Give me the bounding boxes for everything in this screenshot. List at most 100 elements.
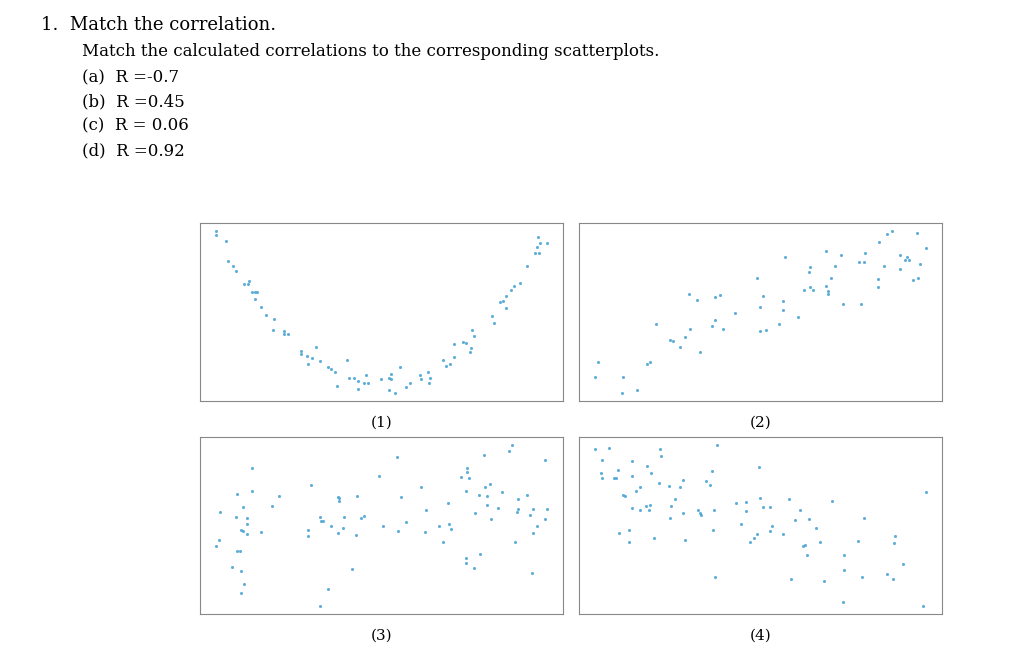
Point (531, 238, 548, 249)
Point (293, 349, 309, 359)
Point (733, 519, 750, 530)
Point (343, 564, 359, 574)
Point (435, 354, 452, 365)
Point (709, 440, 725, 450)
Point (870, 282, 887, 292)
Point (692, 510, 709, 520)
Point (681, 289, 697, 300)
Text: (1): (1) (371, 415, 392, 429)
Point (539, 504, 555, 514)
Point (312, 355, 329, 366)
Point (677, 332, 693, 342)
Point (797, 539, 813, 550)
Point (614, 489, 631, 500)
Point (442, 359, 459, 369)
Point (783, 574, 800, 584)
Point (386, 388, 402, 398)
Point (280, 328, 296, 339)
Point (265, 325, 282, 335)
Point (264, 501, 281, 511)
Point (458, 558, 474, 568)
Point (752, 302, 768, 312)
Point (639, 461, 655, 471)
Point (459, 463, 475, 473)
Point (879, 568, 895, 579)
Point (388, 451, 404, 462)
Point (856, 248, 872, 259)
Point (483, 514, 500, 524)
Point (752, 326, 768, 336)
Point (495, 296, 511, 306)
Point (347, 530, 364, 541)
Point (705, 525, 721, 535)
Point (312, 601, 329, 612)
Point (836, 550, 852, 560)
Point (303, 353, 319, 363)
Point (682, 324, 698, 334)
Point (915, 601, 932, 612)
Text: 1.  Match the correlation.: 1. Match the correlation. (41, 16, 276, 34)
Point (727, 307, 743, 318)
Point (665, 335, 681, 346)
Point (445, 339, 462, 350)
Point (464, 325, 480, 335)
Point (498, 290, 514, 301)
Point (321, 361, 337, 372)
Point (239, 519, 255, 530)
Text: (b)  R =0.45: (b) R =0.45 (82, 93, 184, 110)
Text: (3): (3) (371, 629, 392, 643)
Point (471, 490, 487, 501)
Point (323, 520, 339, 531)
Point (232, 524, 249, 535)
Point (663, 513, 679, 524)
Point (244, 463, 260, 474)
Point (667, 493, 683, 504)
Point (471, 549, 487, 559)
Point (275, 326, 292, 336)
Point (689, 295, 706, 306)
Point (587, 372, 603, 382)
Point (650, 478, 667, 488)
Point (229, 489, 246, 500)
Point (527, 248, 544, 258)
Point (876, 260, 892, 271)
Point (466, 330, 482, 341)
Point (801, 514, 817, 524)
Point (486, 317, 503, 328)
Point (303, 480, 319, 490)
Point (616, 491, 633, 501)
Point (663, 501, 679, 511)
Point (737, 506, 754, 516)
Point (492, 297, 508, 307)
Point (795, 541, 811, 551)
Point (402, 378, 419, 388)
Point (802, 262, 818, 273)
Point (895, 558, 911, 569)
Point (483, 310, 500, 321)
Point (880, 229, 896, 239)
Point (745, 533, 762, 543)
Point (459, 467, 475, 478)
Point (453, 472, 469, 482)
Point (466, 563, 482, 574)
Point (905, 275, 922, 286)
Point (707, 505, 723, 516)
Point (381, 384, 397, 395)
Point (755, 291, 771, 302)
Point (312, 511, 329, 522)
Text: (c)  R = 0.06: (c) R = 0.06 (82, 118, 188, 135)
Point (461, 472, 477, 483)
Point (749, 273, 765, 283)
Point (266, 313, 283, 324)
Point (749, 529, 765, 539)
Point (308, 342, 325, 353)
Point (539, 237, 555, 248)
Point (383, 369, 399, 379)
Point (812, 537, 828, 547)
Point (852, 299, 868, 309)
Point (713, 290, 729, 300)
Point (375, 520, 391, 531)
Point (715, 323, 731, 334)
Point (808, 522, 824, 533)
Point (312, 516, 329, 527)
